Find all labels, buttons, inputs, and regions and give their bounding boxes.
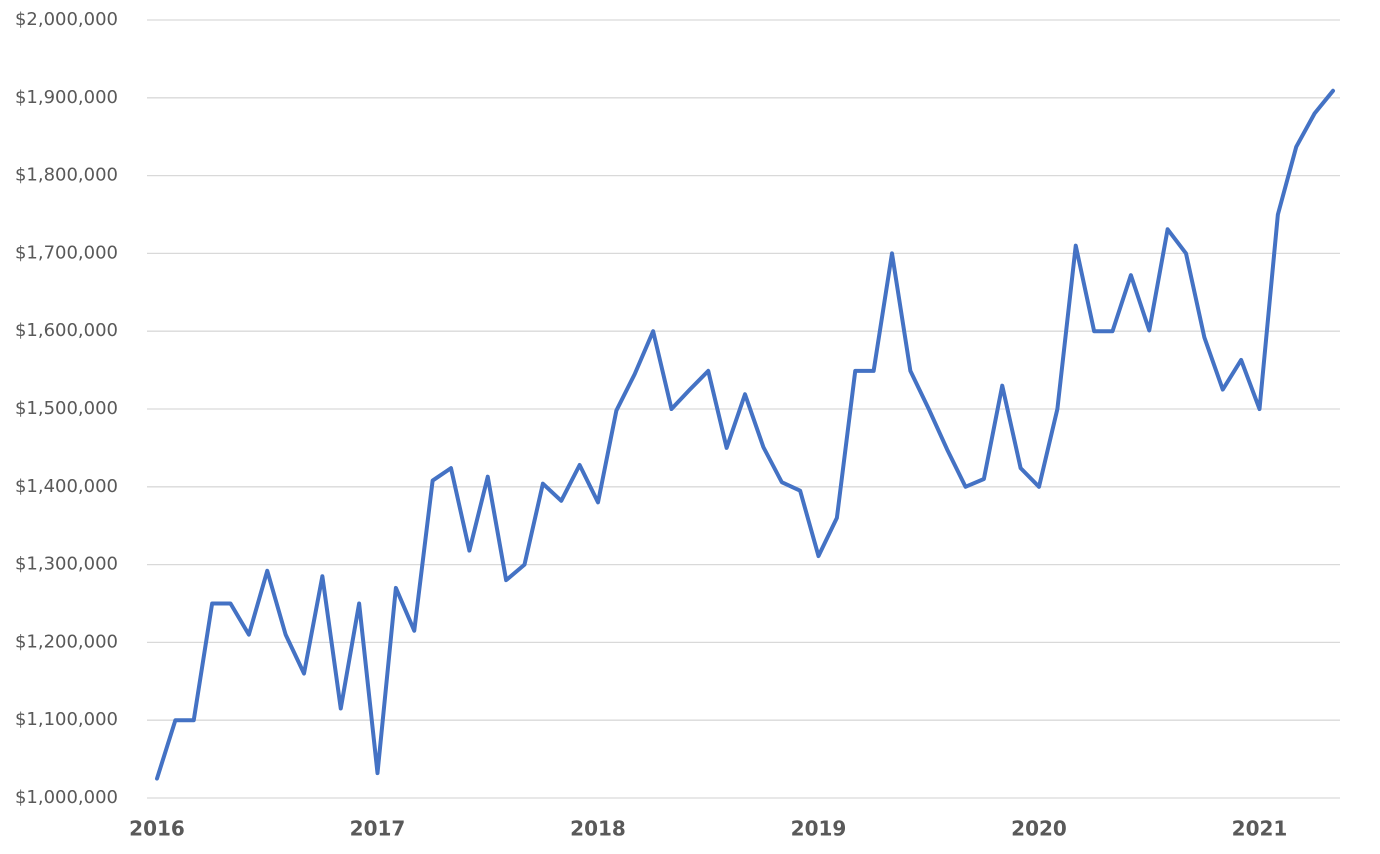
- x-tick-label: 2021: [1232, 817, 1288, 841]
- y-tick-label: $1,300,000: [15, 554, 118, 575]
- y-tick-label: $1,800,000: [15, 165, 118, 186]
- x-tick-label: 2018: [570, 817, 626, 841]
- y-tick-label: $1,100,000: [15, 709, 118, 730]
- x-tick-label: 2017: [350, 817, 406, 841]
- x-tick-label: 2020: [1011, 817, 1067, 841]
- y-tick-label: $1,200,000: [15, 631, 118, 652]
- y-tick-label: $1,600,000: [15, 320, 118, 341]
- data-line: [155, 88, 1335, 781]
- y-tick-label: $2,000,000: [15, 9, 118, 30]
- y-tick-label: $1,900,000: [15, 87, 118, 108]
- x-tick-label: 2019: [791, 817, 847, 841]
- x-tick-label: 2016: [129, 817, 185, 841]
- y-tick-label: $1,000,000: [15, 787, 118, 808]
- y-tick-label: $1,500,000: [15, 398, 118, 419]
- y-tick-label: $1,700,000: [15, 242, 118, 263]
- y-tick-label: $1,400,000: [15, 476, 118, 497]
